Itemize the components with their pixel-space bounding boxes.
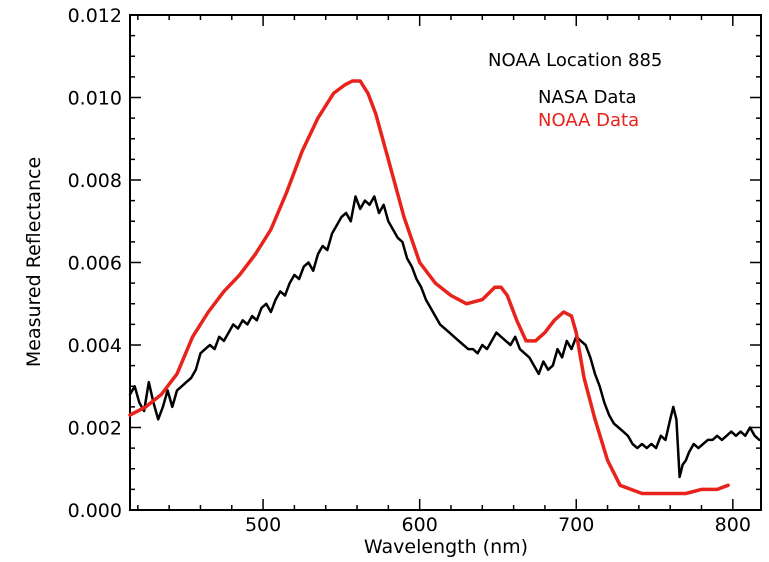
series-lines [128, 79, 761, 496]
axis-tick-labels: 500 600 700 800 0.000 0.002 0.004 0.006 0.008 0.0… [68, 5, 751, 536]
y-tick-label: 0.000 [68, 500, 122, 522]
y-tick-label: 0.012 [68, 5, 122, 27]
y-tick-label: 0.004 [68, 335, 122, 357]
y-axis-title: Measured Reflectance [23, 157, 45, 367]
axis-ticks [130, 14, 761, 511]
legend: NOAA Location 885 NASA Data NOAA Data [488, 50, 662, 131]
legend-entry-noaa: NOAA Data [538, 110, 639, 131]
y-tick-label: 0.002 [68, 418, 122, 440]
x-tick-label: 600 [402, 514, 438, 536]
series-line-noaa [128, 79, 730, 496]
x-tick-label: 500 [245, 514, 281, 536]
legend-title: NOAA Location 885 [488, 50, 662, 71]
y-tick-label: 0.006 [68, 253, 122, 275]
series-line-nasa [128, 195, 761, 479]
x-tick-label: 800 [715, 514, 751, 536]
y-tick-label: 0.008 [68, 170, 122, 192]
x-axis-title: Wavelength (nm) [364, 536, 528, 558]
y-tick-label: 0.010 [68, 88, 122, 110]
legend-entry-nasa: NASA Data [538, 87, 637, 108]
x-tick-label: 700 [558, 514, 594, 536]
